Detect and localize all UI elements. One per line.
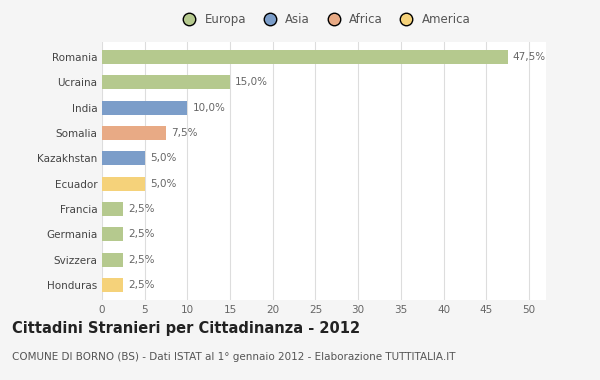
Bar	[102, 177, 145, 191]
Legend: Europa, Asia, Africa, America: Europa, Asia, Africa, America	[173, 8, 475, 31]
Bar	[102, 151, 145, 165]
Text: 5,0%: 5,0%	[150, 179, 176, 188]
Bar	[102, 50, 508, 64]
Text: Cittadini Stranieri per Cittadinanza - 2012: Cittadini Stranieri per Cittadinanza - 2…	[12, 321, 360, 336]
Text: 5,0%: 5,0%	[150, 154, 176, 163]
Bar	[102, 278, 124, 292]
Bar	[102, 253, 124, 267]
Bar	[102, 101, 187, 115]
Text: 47,5%: 47,5%	[513, 52, 546, 62]
Bar	[102, 126, 166, 140]
Bar	[102, 227, 124, 241]
Text: 2,5%: 2,5%	[128, 280, 155, 290]
Bar	[102, 202, 124, 216]
Text: 15,0%: 15,0%	[235, 78, 268, 87]
Text: 2,5%: 2,5%	[128, 255, 155, 264]
Text: 2,5%: 2,5%	[128, 204, 155, 214]
Bar	[102, 75, 230, 89]
Text: 10,0%: 10,0%	[193, 103, 226, 112]
Text: COMUNE DI BORNO (BS) - Dati ISTAT al 1° gennaio 2012 - Elaborazione TUTTITALIA.I: COMUNE DI BORNO (BS) - Dati ISTAT al 1° …	[12, 352, 455, 361]
Text: 2,5%: 2,5%	[128, 230, 155, 239]
Text: 7,5%: 7,5%	[171, 128, 197, 138]
